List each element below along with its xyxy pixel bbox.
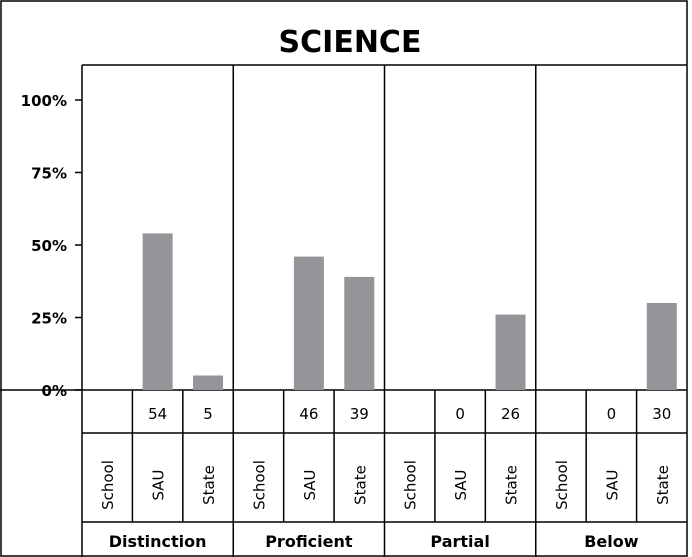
bar-label: School bbox=[250, 460, 268, 510]
category-label: Proficient bbox=[265, 532, 353, 551]
y-tick-label: 75% bbox=[31, 165, 67, 183]
bar-label: State bbox=[654, 465, 672, 505]
data-label: 46 bbox=[299, 405, 318, 423]
category-label: Below bbox=[584, 532, 639, 551]
data-label: 39 bbox=[350, 405, 369, 423]
data-label: 0 bbox=[455, 405, 465, 423]
bar-proficient-sau bbox=[293, 256, 324, 390]
bar-label: SAU bbox=[301, 469, 319, 500]
bar-label: School bbox=[402, 460, 420, 510]
bar-distinction-sau bbox=[142, 233, 173, 390]
y-tick-label: 100% bbox=[21, 92, 67, 110]
bar-partial-state bbox=[495, 314, 526, 390]
bar-label: School bbox=[553, 460, 571, 510]
data-label: 5 bbox=[203, 405, 213, 423]
data-label: 26 bbox=[501, 405, 520, 423]
data-label: 30 bbox=[652, 405, 671, 423]
y-tick-label: 25% bbox=[31, 310, 67, 328]
bar-label: State bbox=[351, 465, 369, 505]
bar-label: SAU bbox=[150, 469, 168, 500]
bar-distinction-state bbox=[193, 375, 224, 390]
chart-title: SCIENCE bbox=[279, 25, 422, 60]
bar-proficient-state bbox=[344, 276, 375, 390]
bar-label: State bbox=[503, 465, 521, 505]
data-label: 54 bbox=[148, 405, 167, 423]
bar-label: SAU bbox=[452, 469, 470, 500]
bar-label: SAU bbox=[603, 469, 621, 500]
category-label: Partial bbox=[430, 532, 489, 551]
category-label: Distinction bbox=[109, 532, 207, 551]
bar-label: State bbox=[200, 465, 218, 505]
bar-below-state bbox=[646, 303, 677, 390]
bar-label: School bbox=[99, 460, 117, 510]
y-tick-label: 50% bbox=[31, 237, 67, 255]
data-label: 0 bbox=[607, 405, 617, 423]
y-tick-label: 0% bbox=[42, 382, 67, 400]
plot-area: 0% 25% 50% 75% 100% School 54 SAU 5 State Distinct… bbox=[0, 65, 687, 557]
